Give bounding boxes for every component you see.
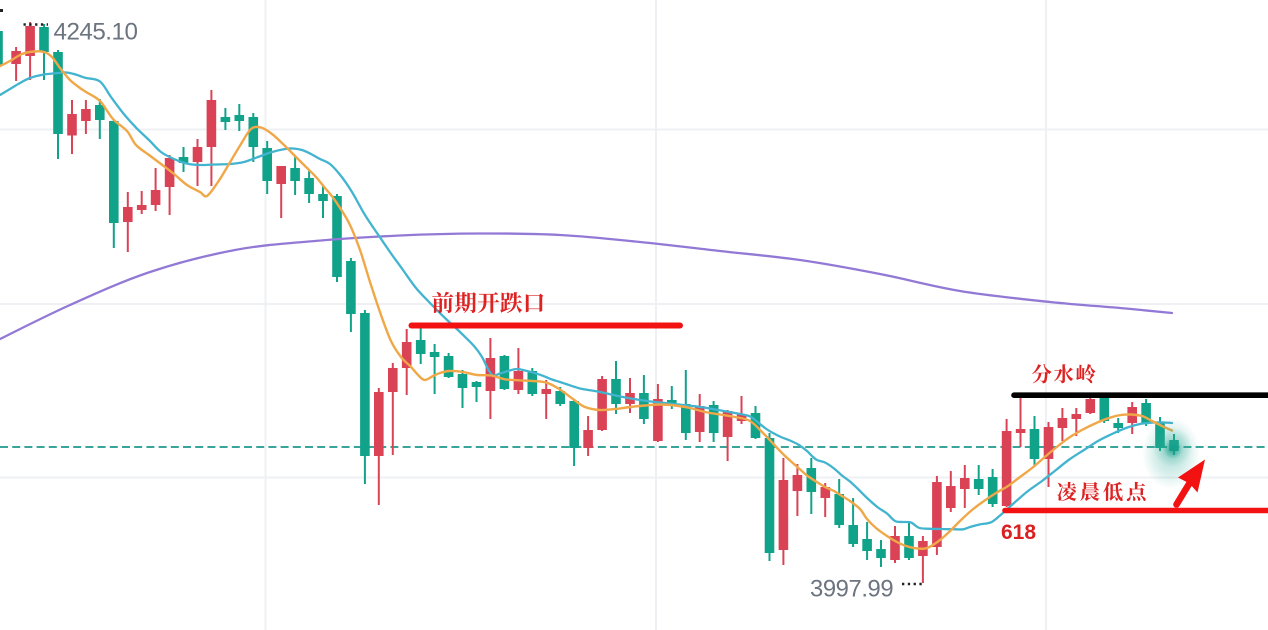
svg-text:618: 618 [1001,521,1036,544]
svg-text:4245.10: 4245.10 [54,19,138,46]
svg-text:3997.99: 3997.99 [810,576,893,603]
